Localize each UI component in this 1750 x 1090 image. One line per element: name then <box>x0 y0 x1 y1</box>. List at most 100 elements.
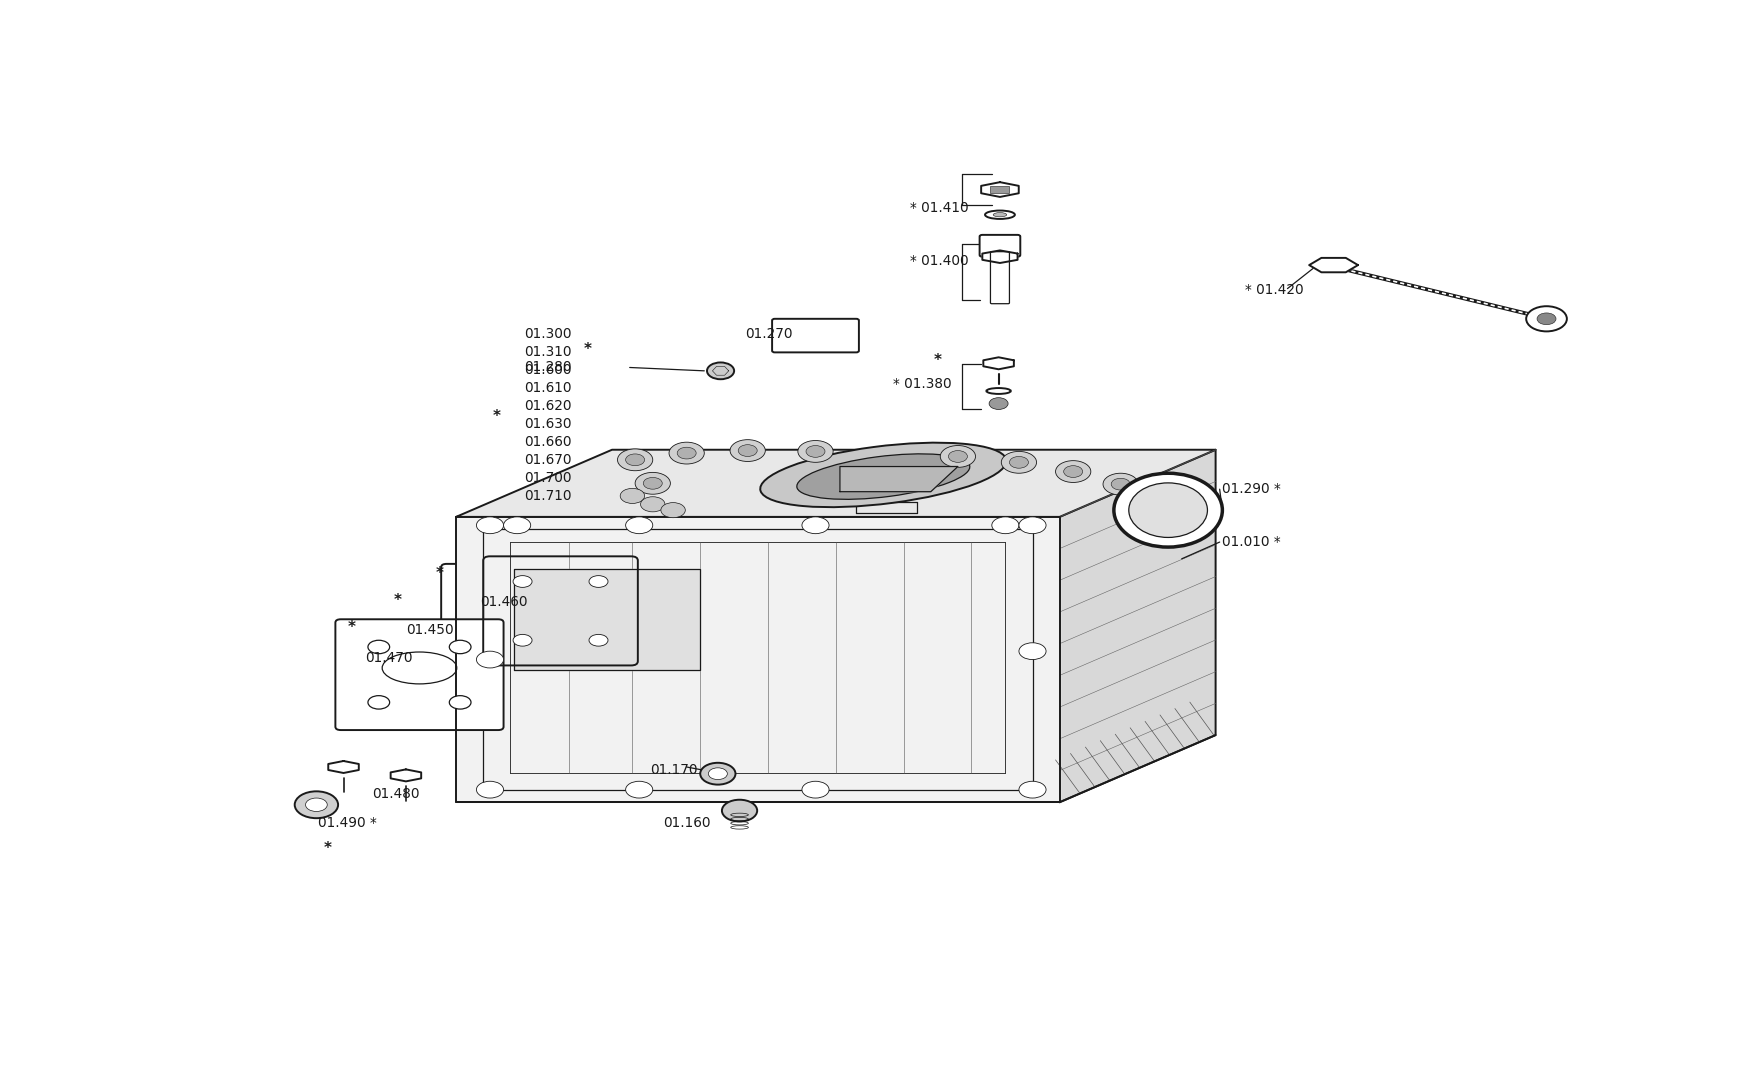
Circle shape <box>1018 643 1046 659</box>
Polygon shape <box>982 182 1018 197</box>
Circle shape <box>1124 499 1158 521</box>
Polygon shape <box>840 467 957 492</box>
Circle shape <box>738 445 758 457</box>
Circle shape <box>989 398 1008 410</box>
Text: 01.480: 01.480 <box>373 787 420 801</box>
Circle shape <box>626 782 653 798</box>
Text: 01.290 *: 01.290 * <box>1222 482 1281 496</box>
Ellipse shape <box>1129 483 1207 537</box>
Circle shape <box>590 576 607 588</box>
Polygon shape <box>984 358 1013 370</box>
Circle shape <box>626 453 644 465</box>
Polygon shape <box>390 770 422 782</box>
Circle shape <box>730 439 765 461</box>
Text: 01.660: 01.660 <box>523 435 572 449</box>
Circle shape <box>368 640 390 654</box>
Circle shape <box>1536 313 1556 325</box>
Circle shape <box>700 763 735 785</box>
Circle shape <box>668 443 704 464</box>
Text: 01.600: 01.600 <box>523 363 572 377</box>
Circle shape <box>802 782 829 798</box>
Circle shape <box>1150 486 1186 508</box>
Text: 01.630: 01.630 <box>523 417 572 432</box>
FancyBboxPatch shape <box>772 318 859 352</box>
Text: 01.300: 01.300 <box>523 327 572 341</box>
Circle shape <box>626 517 653 534</box>
Circle shape <box>940 446 975 468</box>
Circle shape <box>306 798 327 811</box>
Text: * 01.410: * 01.410 <box>910 201 970 215</box>
Circle shape <box>644 477 662 489</box>
Polygon shape <box>457 517 1060 802</box>
Circle shape <box>513 576 532 588</box>
Text: 01.710: 01.710 <box>523 489 572 504</box>
Circle shape <box>1064 465 1083 477</box>
Polygon shape <box>514 569 700 669</box>
Circle shape <box>476 651 504 668</box>
Circle shape <box>1102 473 1138 495</box>
Circle shape <box>450 640 471 654</box>
Text: 01.670: 01.670 <box>523 453 572 468</box>
Circle shape <box>1111 479 1130 490</box>
Ellipse shape <box>985 210 1015 219</box>
Text: *: * <box>394 593 402 608</box>
Text: *: * <box>584 341 592 356</box>
Circle shape <box>807 446 824 458</box>
Text: * 01.380: * 01.380 <box>892 377 952 391</box>
Text: 01.470: 01.470 <box>366 651 413 665</box>
Text: *: * <box>324 840 331 856</box>
Circle shape <box>1018 782 1046 798</box>
Text: 01.010 *: 01.010 * <box>1222 535 1281 549</box>
Ellipse shape <box>760 443 1006 507</box>
Text: 01.620: 01.620 <box>523 399 572 413</box>
Text: 01.310: 01.310 <box>523 344 572 359</box>
Circle shape <box>1001 451 1036 473</box>
Polygon shape <box>457 450 1216 517</box>
Text: 01.280: 01.280 <box>523 361 572 375</box>
FancyBboxPatch shape <box>980 234 1020 256</box>
Text: 01.460: 01.460 <box>481 595 528 609</box>
Text: *: * <box>348 620 355 635</box>
Text: 01.700: 01.700 <box>523 471 572 485</box>
Circle shape <box>1132 505 1150 516</box>
Circle shape <box>677 447 696 459</box>
Polygon shape <box>982 251 1017 263</box>
Ellipse shape <box>994 213 1006 217</box>
Circle shape <box>513 634 532 646</box>
Circle shape <box>618 449 653 471</box>
Circle shape <box>590 634 607 646</box>
Text: 01.160: 01.160 <box>663 816 710 831</box>
Text: *: * <box>436 567 444 581</box>
Text: 01.450: 01.450 <box>406 623 453 638</box>
Circle shape <box>1526 306 1566 331</box>
Ellipse shape <box>1115 473 1222 547</box>
Text: 01.270: 01.270 <box>746 327 793 341</box>
Circle shape <box>450 695 471 710</box>
Circle shape <box>1010 457 1029 469</box>
Circle shape <box>949 450 968 462</box>
Circle shape <box>620 488 644 504</box>
Circle shape <box>504 517 530 534</box>
Circle shape <box>635 472 670 494</box>
Polygon shape <box>1060 450 1216 802</box>
Ellipse shape <box>796 453 970 499</box>
Circle shape <box>1055 461 1090 483</box>
Ellipse shape <box>987 388 1011 393</box>
Text: * 01.400: * 01.400 <box>910 254 970 268</box>
Circle shape <box>640 497 665 512</box>
Text: * 01.420: * 01.420 <box>1246 283 1304 298</box>
Text: 01.170: 01.170 <box>649 763 698 777</box>
Text: *: * <box>493 409 500 424</box>
Circle shape <box>723 800 758 822</box>
Circle shape <box>798 440 833 462</box>
Circle shape <box>1158 490 1178 502</box>
Text: *: * <box>933 353 942 368</box>
Polygon shape <box>1309 258 1358 272</box>
Text: 01.610: 01.610 <box>523 382 572 395</box>
Text: 01.490 *: 01.490 * <box>318 816 376 831</box>
Polygon shape <box>329 761 359 773</box>
Circle shape <box>476 517 504 534</box>
Circle shape <box>1018 517 1046 534</box>
Circle shape <box>294 791 338 819</box>
Circle shape <box>662 502 686 518</box>
